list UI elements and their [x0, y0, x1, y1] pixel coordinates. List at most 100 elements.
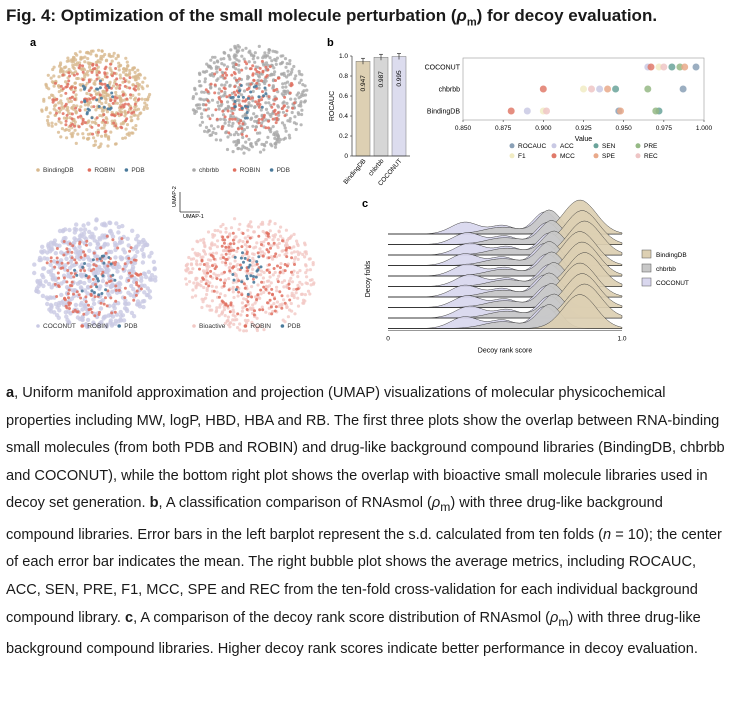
ridge-density — [388, 210, 623, 245]
bar-ylabel: ROCAUC — [329, 91, 336, 121]
umap-legend-dot — [36, 324, 40, 328]
bubble-legend-dot — [593, 143, 599, 149]
umap-legend-dot — [80, 324, 84, 328]
bar-ytick-label: 0 — [344, 153, 348, 160]
bubble-legend-label: REC — [644, 153, 658, 160]
umap-legend-dot — [124, 168, 129, 172]
bubble-legend-label: F1 — [518, 153, 526, 160]
umap-legends: BindingDB ROBIN PDB chbrbb ROBIN PDB COCONUT RO… — [36, 167, 301, 330]
bubble-point — [596, 85, 604, 93]
bubble-point — [660, 63, 668, 71]
bubble-legend-dot — [635, 153, 641, 159]
bar-value-label: 0.995 — [396, 70, 403, 87]
ridge-plot: 0 1.0 Decoy rank score Decoy folds BindingDB… — [365, 199, 689, 355]
bubble-xtick-label: 0.925 — [575, 125, 592, 132]
umap-legend-label: PDB — [277, 167, 290, 174]
bubble-point — [668, 63, 676, 71]
bubble-chart: COCONUT chbrbb BindingDB 0.850 0.875 0.900 0.9… — [425, 57, 713, 160]
ridge-legend-swatch — [641, 263, 652, 273]
panel-label-c: c — [362, 198, 368, 210]
bubble-point — [507, 107, 515, 115]
ridge-xlabel: Decoy rank score — [478, 348, 533, 355]
ridge-legend-label: chbrbb — [656, 266, 676, 273]
bubble-legend-label: SEN — [602, 143, 616, 150]
ridge-legend-label: COCONUT — [656, 280, 689, 287]
umap-legend-label: ROBIN — [250, 323, 271, 330]
umap-plot-4 — [184, 217, 316, 333]
umap-plot-1 — [40, 48, 152, 149]
bubble-point — [692, 63, 700, 71]
bubble-xtick-label: 0.875 — [495, 125, 512, 132]
umap-legend-label: COCONUT — [43, 323, 76, 330]
bubble-legend-label: ACC — [560, 143, 574, 150]
bubble-point — [543, 107, 550, 115]
bubble-xtick-label: 0.950 — [616, 125, 633, 132]
umap-axis-x-label: UMAP-1 — [183, 214, 204, 220]
bubble-legend-dot — [593, 153, 599, 159]
bar-value-label: 0.947 — [360, 75, 367, 92]
bubble-xtick-label: 0.975 — [656, 125, 673, 132]
bubble-legend-label: ROCAUC — [518, 143, 546, 150]
umap-plots — [32, 44, 316, 333]
bubble-point — [588, 85, 595, 93]
bubble-point — [652, 107, 660, 115]
umap-legend-label: PDB — [287, 323, 300, 330]
bar-ytick-label: 1.0 — [339, 53, 348, 60]
bubble-legend-dot — [551, 143, 557, 149]
bubble-category-label: COCONUT — [425, 65, 461, 72]
bar-ytick-label: 0.6 — [339, 93, 348, 100]
bubble-legend-label: MCC — [560, 153, 575, 160]
bubble-legend-dot — [509, 153, 515, 159]
caption-label-a: a — [6, 385, 15, 401]
ridge-legend-swatch — [641, 277, 652, 287]
umap-legend-label: chbrbb — [199, 167, 219, 174]
ridge-xtick-label: 0 — [386, 336, 390, 343]
bubble-point — [676, 63, 684, 71]
bubble-point — [655, 63, 663, 71]
ridge-density — [388, 199, 623, 235]
bubble-category-label: BindingDB — [427, 109, 460, 116]
caption-text-a: , Uniform manifold approximation and pro… — [6, 385, 725, 512]
bar-ytick-label: 0.4 — [339, 113, 348, 120]
umap-legend-dot — [280, 324, 285, 328]
bar-ytick-label: 0.2 — [339, 133, 348, 140]
bubble-legend-dot — [635, 143, 641, 149]
panel-label-a: a — [30, 37, 37, 49]
bubble-xtick-label: 0.850 — [455, 125, 472, 132]
caption-label-c: c — [124, 609, 134, 626]
ridge-legend-swatch — [641, 249, 652, 259]
bubble-point — [617, 107, 624, 115]
bubble-xtick-label: 0.900 — [535, 125, 552, 132]
ridge-density — [388, 294, 623, 329]
rocauc-barchart: 0 0.2 0.4 0.6 0.8 1.0 ROCAUC 0.947 BindingDB 0.98… — [329, 53, 410, 187]
umap-plot-3 — [32, 217, 158, 330]
bubble-point — [580, 85, 587, 93]
bubble-xtick-label: 1.000 — [696, 125, 713, 132]
umap-legend-label: ROBIN — [87, 323, 108, 330]
panel-label-b: b — [327, 37, 334, 49]
ridge-ylabel: Decoy folds — [365, 260, 372, 297]
umap-legend-label: Bioactive — [199, 323, 226, 330]
ridge-density — [388, 262, 623, 298]
umap-legend-dot — [192, 168, 196, 172]
bubble-point — [679, 85, 687, 93]
umap-axes-indicator: UMAP-2 UMAP-1 — [172, 186, 204, 220]
bubble-point — [644, 85, 652, 93]
bubble-point — [539, 85, 547, 93]
bubble-point — [647, 63, 655, 71]
umap-legend-dot — [243, 324, 248, 328]
umap-legend-label: ROBIN — [240, 167, 261, 174]
umap-legend-label: PDB — [131, 167, 144, 174]
ridge-density — [388, 231, 623, 266]
umap-legend-dot — [36, 168, 40, 172]
bubble-legend-dot — [509, 143, 515, 149]
bar-ytick-label: 0.8 — [339, 73, 348, 80]
umap-legend-dot — [87, 168, 92, 172]
figure-title: Fig. 4: Optimization of the small molecu… — [6, 6, 658, 29]
bubble-point — [523, 107, 531, 115]
umap-legend-dot — [269, 168, 274, 172]
ridge-density — [388, 273, 623, 308]
bubble-point — [604, 85, 612, 93]
umap-legend-label: PDB — [124, 323, 137, 330]
umap-legend-dot — [192, 324, 196, 328]
